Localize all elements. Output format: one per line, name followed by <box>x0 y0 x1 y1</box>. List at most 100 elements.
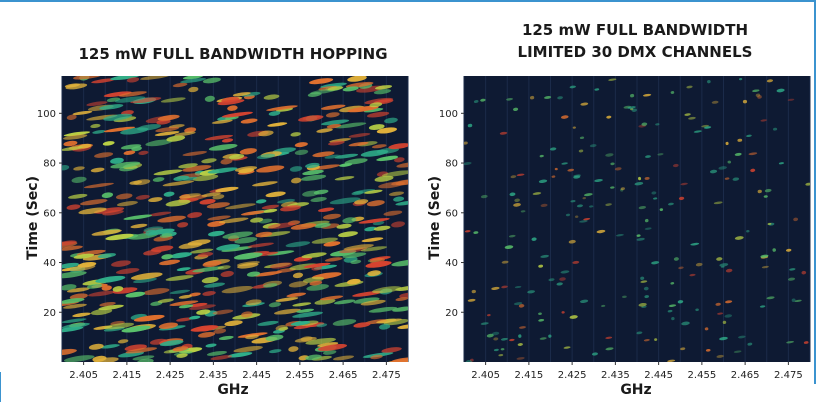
signal-blip <box>733 350 742 353</box>
signal-blip <box>207 215 231 221</box>
signal-blip <box>293 324 313 330</box>
signal-blip <box>213 328 227 334</box>
signal-blip <box>105 233 134 241</box>
signal-blip <box>112 286 124 292</box>
signal-blip <box>565 213 571 217</box>
signal-blip <box>204 134 234 141</box>
signal-blip <box>670 282 675 285</box>
signal-blip <box>519 326 526 329</box>
signal-blip <box>318 207 335 212</box>
signal-blip <box>102 210 124 216</box>
signal-blip <box>290 132 301 137</box>
signal-blip <box>290 177 302 184</box>
signal-blip <box>68 193 88 199</box>
signal-blip <box>188 315 201 320</box>
signal-blip <box>746 134 752 138</box>
signal-blip <box>596 229 606 234</box>
signal-blip <box>365 319 388 325</box>
signal-blip <box>187 212 203 218</box>
signal-blip <box>62 318 87 324</box>
signal-blip <box>346 278 361 285</box>
signal-blip <box>678 196 685 201</box>
signal-blip <box>514 198 520 202</box>
signal-blip <box>583 217 591 221</box>
signal-blip <box>791 298 796 302</box>
signal-blip <box>605 336 613 340</box>
signal-blip <box>93 207 125 214</box>
signal-blip <box>383 318 408 326</box>
left-chart-title: 125 mW FULL BANDWIDTH HOPPING <box>78 45 388 63</box>
signal-blip <box>392 306 408 312</box>
signal-blip <box>333 299 356 305</box>
signal-blip <box>201 192 221 197</box>
signal-blip <box>172 346 189 352</box>
signal-blip <box>471 289 476 294</box>
signal-blip <box>480 194 488 199</box>
signal-blip <box>527 290 535 294</box>
signal-blip <box>345 81 374 88</box>
signal-blip <box>539 154 544 158</box>
signal-blip <box>177 222 189 228</box>
signal-blip <box>172 82 188 88</box>
signal-blip <box>88 343 104 350</box>
signal-blip <box>169 300 199 306</box>
signal-blip <box>372 286 402 294</box>
signal-blip <box>561 311 565 314</box>
signal-blip <box>333 355 355 361</box>
signal-blip <box>794 299 802 303</box>
signal-blip <box>130 97 162 104</box>
signal-blip <box>365 261 392 268</box>
signal-blip <box>91 229 122 236</box>
signal-blip <box>288 346 299 352</box>
x-tick-label: 2.465 <box>329 370 358 381</box>
signal-blip <box>241 311 253 318</box>
signal-blip <box>737 138 743 142</box>
signal-blip <box>605 203 612 206</box>
signal-blip <box>111 260 131 267</box>
signal-blip <box>192 174 219 182</box>
signal-blip <box>711 100 719 104</box>
signal-blip <box>103 91 132 98</box>
signal-blip <box>334 176 355 181</box>
signal-blip <box>143 288 170 295</box>
signal-blip <box>280 205 301 212</box>
signal-blip <box>184 127 197 133</box>
signal-blip <box>395 297 408 302</box>
signal-blip <box>557 96 563 100</box>
signal-blip <box>766 79 774 83</box>
signal-blip <box>62 164 70 171</box>
signal-blip <box>654 338 658 341</box>
signal-blip <box>160 97 186 103</box>
signal-blip <box>255 231 273 238</box>
signal-blip <box>182 176 197 181</box>
signal-blip <box>301 252 327 259</box>
signal-blip <box>73 76 104 80</box>
signal-blip <box>221 286 254 294</box>
signal-blip <box>203 282 226 288</box>
signal-blip <box>99 104 124 110</box>
signal-blip <box>228 154 245 160</box>
signal-blip <box>296 308 314 313</box>
signal-blip <box>480 322 489 325</box>
signal-blip <box>169 289 190 295</box>
signal-blip <box>498 354 504 357</box>
signal-blip <box>313 189 329 195</box>
signal-blip <box>157 114 180 121</box>
signal-blip <box>705 349 711 352</box>
signal-blip <box>469 358 474 362</box>
signal-blip <box>757 95 762 99</box>
signal-blip <box>606 115 612 119</box>
signal-blip <box>631 108 637 112</box>
signal-blip <box>382 170 408 177</box>
y-tick-label: 80 <box>445 159 458 170</box>
signal-blip <box>302 169 324 176</box>
signal-blip <box>263 208 278 213</box>
signal-blip <box>367 270 381 277</box>
signal-blip <box>509 192 516 197</box>
signal-blip <box>572 260 580 264</box>
signal-blip <box>162 180 194 187</box>
signal-blip <box>681 321 690 326</box>
signal-blip <box>690 242 700 246</box>
signal-blip <box>686 85 693 89</box>
